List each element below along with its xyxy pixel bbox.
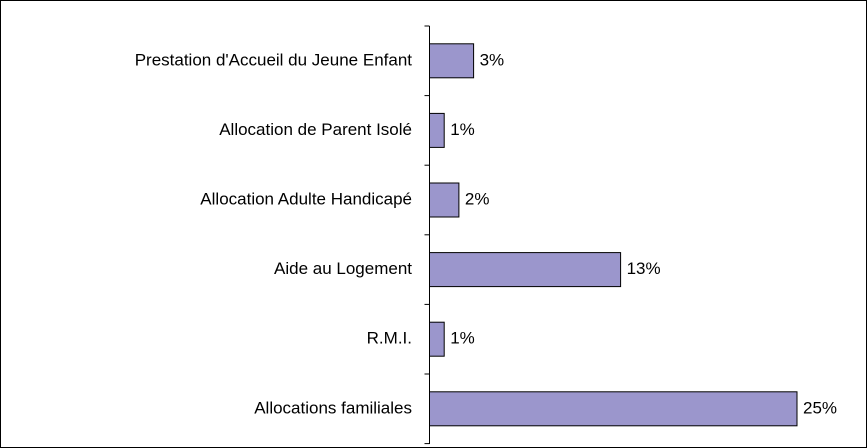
bar <box>429 252 622 288</box>
value-label: 13% <box>627 259 661 278</box>
value-label: 1% <box>450 329 475 348</box>
category-label: Allocation de Parent Isolé <box>219 120 412 139</box>
category-label: R.M.I. <box>367 329 412 348</box>
bar <box>429 112 445 148</box>
bar <box>429 391 798 427</box>
value-label: 1% <box>450 120 475 139</box>
bar <box>429 321 445 357</box>
category-label: Allocations familiales <box>254 398 412 417</box>
category-label: Prestation d'Accueil du Jeune Enfant <box>135 50 413 69</box>
value-label: 25% <box>803 398 837 417</box>
value-label: 3% <box>480 50 505 69</box>
category-label: Aide au Logement <box>274 259 412 278</box>
bar <box>429 182 460 218</box>
value-label: 2% <box>465 189 490 208</box>
bar <box>429 43 475 79</box>
category-label: Allocation Adulte Handicapé <box>200 189 412 208</box>
